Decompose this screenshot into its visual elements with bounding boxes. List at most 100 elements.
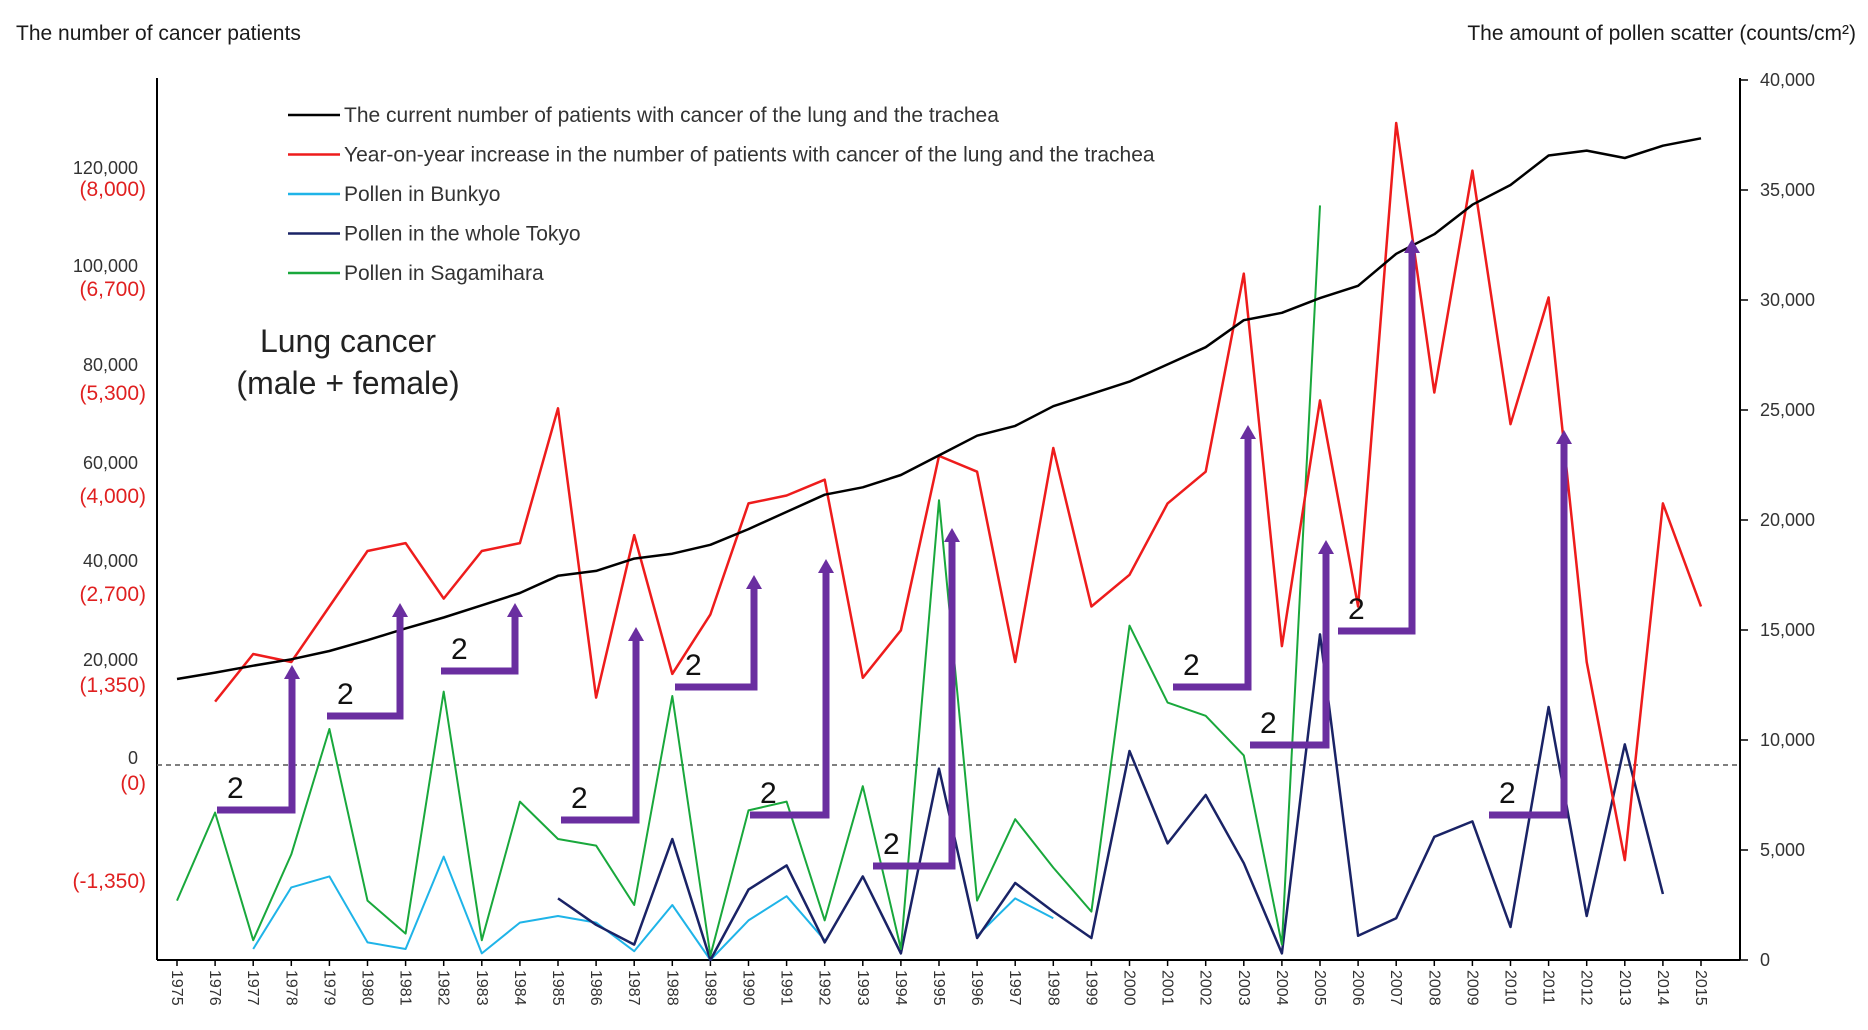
x-tick-label: 1985 — [549, 970, 566, 1006]
x-tick-label: 1988 — [663, 970, 680, 1006]
step-arrow-label: 2 — [760, 777, 777, 810]
legend-label: Pollen in Bunkyo — [344, 183, 500, 206]
right-tick-label: 15,000 — [1760, 620, 1815, 640]
series-layer — [176, 121, 1703, 962]
series-line-pollen-bunkyo — [252, 855, 1054, 961]
x-tick-label: 2013 — [1616, 970, 1633, 1006]
x-tick-label: 2006 — [1349, 970, 1366, 1006]
step-arrow — [217, 679, 296, 814]
x-tick-label: 1992 — [816, 970, 833, 1006]
x-tick-label: 1993 — [854, 970, 871, 1006]
step-arrow-label: 2 — [227, 772, 244, 805]
right-tick-label: 25,000 — [1760, 400, 1815, 420]
step-arrow — [750, 573, 830, 819]
step-arrow — [1489, 444, 1568, 819]
x-tick-label: 2007 — [1387, 970, 1404, 1006]
step-arrow-label: 2 — [1183, 649, 1200, 682]
step-arrow — [1250, 554, 1330, 749]
left-tick-label: 120,000 — [73, 158, 138, 178]
legend-label: The current number of patients with canc… — [344, 104, 999, 127]
x-tick-label: 1976 — [206, 970, 223, 1006]
step-arrow-head — [818, 559, 834, 573]
step-arrow-label: 2 — [1499, 777, 1516, 810]
left-tick-label: 80,000 — [83, 355, 138, 375]
left-tick-label: 0 — [128, 748, 138, 768]
x-axis-ticks: 1975 1976 1977 1978 1979 1980 1981 1982 1983 1984… — [168, 960, 1709, 1006]
x-tick-label: 2010 — [1502, 970, 1519, 1006]
left-red-tick-label: (2,700) — [79, 583, 146, 606]
step-arrow-head — [1404, 239, 1420, 253]
right-tick-label: 35,000 — [1760, 180, 1815, 200]
x-tick-label: 2003 — [1235, 970, 1252, 1006]
step-arrow — [441, 617, 519, 675]
x-tick-label: 2015 — [1692, 970, 1709, 1006]
step-arrow-label: 2 — [685, 649, 702, 682]
x-tick-label: 1977 — [244, 970, 261, 1006]
right-tick-label: 5,000 — [1760, 840, 1805, 860]
step-arrow-head — [1318, 540, 1334, 554]
x-tick-label: 2008 — [1425, 970, 1442, 1006]
x-tick-label: 1999 — [1082, 970, 1099, 1006]
left-red-tick-label: (-1,350) — [72, 870, 146, 893]
left-red-tick-label: (5,300) — [79, 382, 146, 405]
x-tick-label: 2012 — [1578, 970, 1595, 1006]
step-arrow-head — [944, 528, 960, 542]
series-line-patients — [176, 137, 1702, 681]
left-red-tick-label: (8,000) — [79, 178, 146, 201]
x-tick-label: 1987 — [625, 970, 642, 1006]
step-arrow — [561, 641, 640, 824]
arrows-layer: 2 2 2 2 2 2 2 2 2 2 2 — [217, 239, 1572, 870]
x-tick-label: 1978 — [282, 970, 299, 1006]
left-axis-ticks: 120,000 100,000 80,000 60,000 40,000 20,000 0 (… — [72, 158, 146, 893]
x-tick-label: 1990 — [740, 970, 757, 1006]
step-arrow-head — [746, 575, 762, 589]
legend-label: Year-on-year increase in the number of p… — [344, 144, 1155, 167]
x-tick-label: 1994 — [892, 970, 909, 1006]
step-arrow-label: 2 — [337, 678, 354, 711]
left-tick-label: 100,000 — [73, 256, 138, 276]
x-tick-label: 1998 — [1044, 970, 1061, 1006]
x-tick-label: 1981 — [397, 970, 414, 1006]
x-tick-label: 1979 — [320, 970, 337, 1006]
x-tick-label: 1989 — [701, 970, 718, 1006]
right-axis-title: The amount of pollen scatter (counts/cm²… — [1467, 22, 1856, 45]
step-arrow — [675, 589, 758, 691]
x-tick-label: 1991 — [778, 970, 795, 1006]
x-tick-label: 1995 — [930, 970, 947, 1006]
right-axis-ticks: 40,000 35,000 30,000 25,000 20,000 15,000 10,0… — [1740, 70, 1815, 970]
right-tick-label: 0 — [1760, 950, 1770, 970]
x-tick-label: 2000 — [1121, 970, 1138, 1006]
right-tick-label: 20,000 — [1760, 510, 1815, 530]
x-tick-label: 1997 — [1006, 970, 1023, 1006]
left-tick-label: 60,000 — [83, 453, 138, 473]
left-red-tick-label: (4,000) — [79, 485, 146, 508]
step-arrow-head — [507, 603, 523, 617]
step-arrow — [1338, 253, 1416, 635]
legend-label: Pollen in the whole Tokyo — [344, 223, 581, 246]
step-arrow-head — [392, 603, 408, 617]
left-axis-title: The number of cancer patients — [16, 22, 301, 45]
left-red-tick-label: (6,700) — [79, 278, 146, 301]
series-line-yoy-increase — [214, 121, 1703, 862]
annotation-line-2: (male + female) — [236, 365, 459, 401]
x-tick-label: 2009 — [1463, 970, 1480, 1006]
right-tick-label: 30,000 — [1760, 290, 1815, 310]
step-arrow-head — [1556, 430, 1572, 444]
x-tick-label: 2005 — [1311, 970, 1328, 1006]
step-arrow — [873, 542, 956, 870]
step-arrow-label: 2 — [1348, 593, 1365, 626]
annotation-line-1: Lung cancer — [260, 323, 436, 359]
x-tick-label: 2002 — [1197, 970, 1214, 1006]
left-red-tick-label: (1,350) — [79, 674, 146, 697]
x-tick-label: 1996 — [968, 970, 985, 1006]
right-tick-label: 40,000 — [1760, 70, 1815, 90]
x-tick-label: 1984 — [511, 970, 528, 1006]
x-tick-label: 1980 — [359, 970, 376, 1006]
left-tick-label: 40,000 — [83, 551, 138, 571]
right-tick-label: 10,000 — [1760, 730, 1815, 750]
step-arrow-label: 2 — [571, 782, 588, 815]
legend-label: Pollen in Sagamihara — [344, 262, 544, 285]
step-arrow-label: 2 — [1260, 707, 1277, 740]
step-arrow-head — [284, 665, 300, 679]
